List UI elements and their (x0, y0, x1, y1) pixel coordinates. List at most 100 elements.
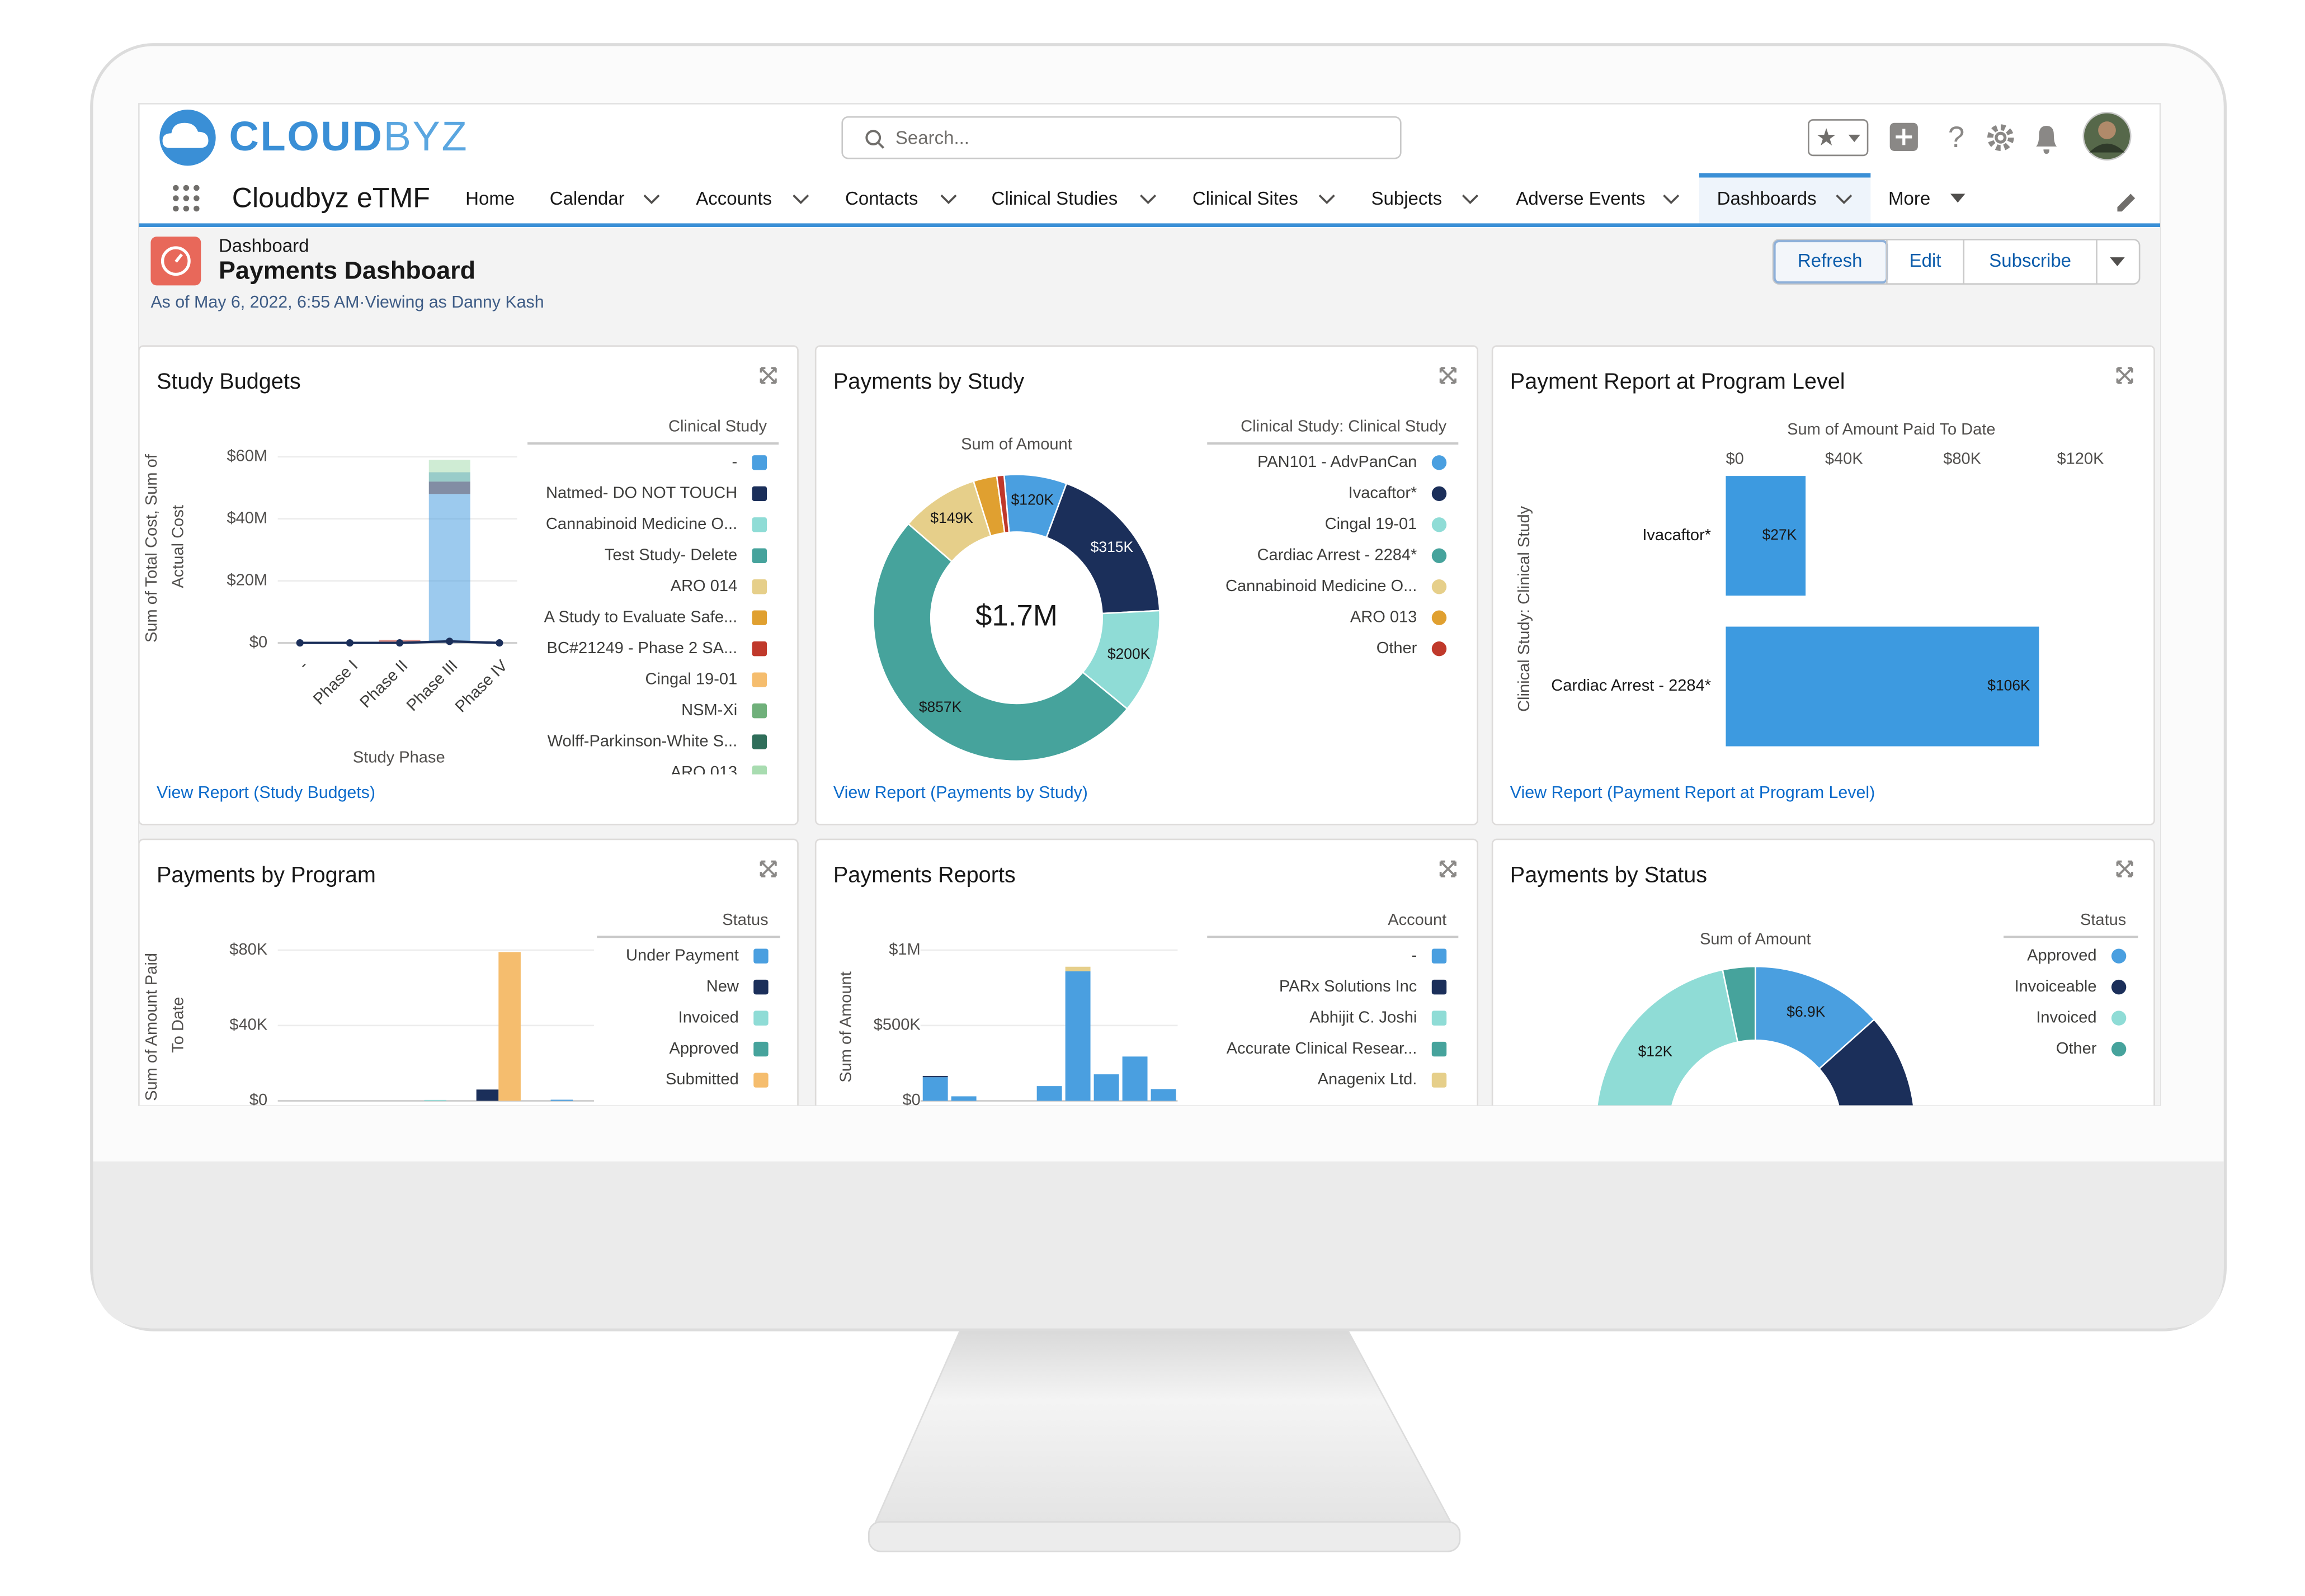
donut-slice (1722, 965, 1756, 1043)
legend-swatch (752, 734, 767, 749)
data-label: $27K (1762, 526, 1797, 543)
bar (428, 481, 470, 494)
monitor-base (868, 1521, 1461, 1552)
legend-title: Status (722, 911, 768, 929)
favorites-star: ★ (1816, 124, 1837, 150)
chart-panel (139, 838, 799, 1106)
notifications-icon[interactable] (2036, 126, 2057, 154)
view-report-link[interactable]: View Report (Payments by Study) (833, 783, 1088, 802)
app-launcher-dot[interactable] (173, 185, 179, 191)
expand-icon[interactable] (1439, 860, 1456, 877)
logo-part: BYZ (384, 112, 469, 159)
nav-item[interactable]: Contacts (845, 188, 918, 209)
button-label[interactable]: Edit (1910, 250, 1941, 271)
line-point (346, 639, 354, 647)
bar (1151, 1089, 1176, 1101)
y-tick-label: $500K (874, 1016, 921, 1033)
x-axis-title: Study Phase (353, 748, 445, 766)
nav-item[interactable]: Subjects (1371, 188, 1442, 209)
legend-label: PAN101 - AdvPanCan (1257, 453, 1417, 471)
edit-nav-icon[interactable] (2117, 193, 2136, 212)
data-label: $106K (1987, 677, 2030, 694)
search-box[interactable] (841, 116, 1402, 159)
nav-chevron[interactable] (940, 194, 957, 205)
legend-label: Other (2056, 1040, 2097, 1057)
nav-item[interactable]: Home (465, 188, 515, 209)
nav-item[interactable]: Calendar (550, 188, 625, 209)
legend-swatch (752, 703, 767, 719)
legend-label: Test Study- Delete (605, 546, 737, 564)
chart-title: Study Budgets (157, 369, 301, 394)
nav-chevron[interactable] (1462, 194, 1478, 205)
donut-center-label: $1.7M (975, 599, 1058, 632)
legend-label: ARO 013 (1350, 608, 1417, 626)
chart-panel (1491, 345, 2155, 825)
button-dropdown[interactable] (2110, 257, 2125, 266)
legend-swatch (1431, 610, 1447, 625)
nav-chevron[interactable] (643, 194, 660, 205)
button-label[interactable]: Refresh (1798, 250, 1863, 271)
avatar-face (2098, 121, 2116, 139)
chart-title: Payments Reports (833, 862, 1016, 887)
legend: Clinical Study - Natmed- DO NOT TOUCH Canna… (527, 418, 779, 775)
nav-item[interactable]: Clinical Studies (992, 188, 1118, 209)
nav-chevron[interactable] (1140, 194, 1157, 205)
legend-swatch (1431, 579, 1447, 594)
logo-cloud (162, 122, 209, 148)
app-launcher-dot (173, 205, 179, 212)
nav-chevron[interactable] (1663, 194, 1680, 205)
nav-chevron[interactable] (793, 194, 809, 205)
expand-icon[interactable] (2116, 367, 2133, 384)
legend-label: NSM-Xi (681, 701, 737, 719)
legend: Status Approved Invoiceable Invoiced Other (2004, 911, 2138, 1057)
line-point (496, 639, 503, 647)
legend-swatch (753, 1011, 769, 1026)
bar (922, 1076, 948, 1078)
nav-chevron[interactable] (1318, 194, 1335, 205)
favorites-button[interactable] (1808, 119, 1869, 157)
bar (1093, 1074, 1119, 1101)
line-point (446, 638, 454, 645)
expand-icon[interactable] (760, 367, 777, 384)
dashboard-icon-glyph (175, 253, 183, 263)
nav-item[interactable]: Clinical Sites (1192, 188, 1298, 209)
legend-swatch (752, 672, 767, 687)
legend-label: Submitted (666, 1070, 739, 1088)
y-tick-label: $80K (229, 941, 267, 958)
legend-swatch (752, 486, 767, 502)
expand-icon[interactable] (2116, 860, 2133, 877)
y-axis-title: Sum of Amount (837, 971, 855, 1083)
y-tick-label: Cardiac Arrest - 2284* (1551, 677, 1711, 695)
bar (428, 494, 470, 643)
nav-item[interactable]: More (1888, 188, 1930, 209)
button-label[interactable]: Subscribe (1989, 250, 2071, 271)
line-point (395, 639, 404, 647)
legend-title: Clinical Study: Clinical Study (1241, 418, 1447, 436)
expand-icon[interactable] (1439, 367, 1456, 384)
header-divider (139, 223, 2161, 227)
legend-label: Abhijit C. Joshi (1309, 1008, 1417, 1026)
legend-swatch (753, 1073, 769, 1088)
legend-label: Approved (2027, 946, 2096, 964)
legend-label: Wolff-Parkinson-White S... (548, 732, 738, 750)
expand-icon[interactable] (760, 860, 777, 877)
view-report-link[interactable]: View Report (Study Budgets) (157, 783, 375, 802)
nav-item[interactable]: Adverse Events (1516, 188, 1645, 209)
search-placeholder[interactable]: Search... (895, 128, 969, 148)
view-report-link[interactable]: View Report (Payment Report at Program L… (1510, 783, 1875, 802)
nav-item[interactable]: Dashboards (1717, 188, 1817, 209)
help-icon[interactable]: ? (1948, 121, 1964, 154)
x-tick-label: $0 (1726, 450, 1743, 468)
legend-label: Invoiced (2036, 1008, 2096, 1026)
data-label: $149K (930, 509, 973, 526)
data-label: $120K (1011, 491, 1054, 508)
legend-label: BC#21249 - Phase 2 SA... (546, 639, 737, 657)
bar (1036, 1086, 1062, 1101)
legend-title: Clinical Study (668, 418, 767, 436)
legend-label: Anagenix Ltd. (1318, 1070, 1417, 1088)
nav-chevron[interactable] (1836, 194, 1853, 205)
settings-icon[interactable] (1987, 124, 2014, 151)
nav-item[interactable]: Accounts (696, 188, 772, 209)
measure-label: Sum of Amount (1700, 930, 1811, 948)
y-axis-title: Sum of Amount Paid To Date (143, 953, 187, 1101)
